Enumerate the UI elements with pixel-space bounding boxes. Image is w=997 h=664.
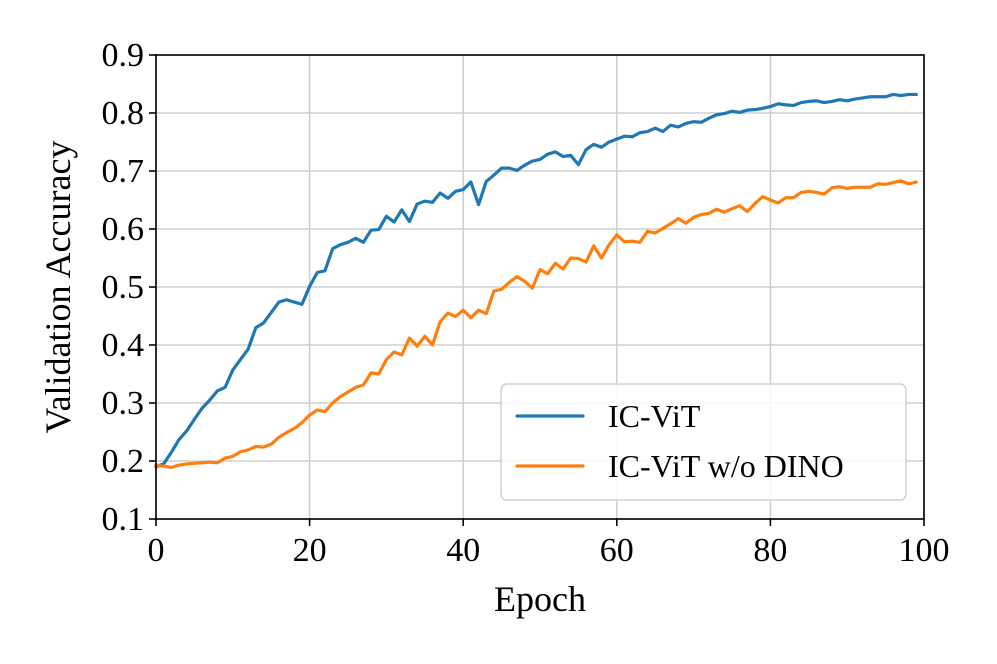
y-tick-label: 0.8 (102, 95, 145, 132)
y-tick-label: 0.6 (102, 211, 145, 248)
y-axis-ticks: 0.1 0.2 0.3 0.4 0.5 0.6 0.7 0.8 0.9 (102, 37, 156, 538)
y-tick-label: 0.9 (102, 37, 145, 74)
y-tick-label: 0.4 (102, 327, 145, 364)
y-tick-label: 0.3 (102, 385, 145, 422)
y-tick-label: 0.1 (102, 501, 145, 538)
x-tick-label: 60 (600, 532, 634, 569)
series-line-ic-vit-wo-dino (154, 179, 918, 469)
x-tick-label: 80 (753, 532, 787, 569)
x-tick-label: 20 (293, 532, 327, 569)
x-tick-label: 0 (148, 532, 165, 569)
legend-label-ic-vit-wo-dino: IC-ViT w/o DINO (608, 448, 844, 484)
y-tick-label: 0.7 (102, 153, 145, 190)
legend-box (500, 383, 907, 501)
series-group (154, 92, 918, 469)
x-axis-title: Epoch (494, 579, 586, 619)
y-tick-label: 0.5 (102, 269, 145, 306)
x-axis-ticks: 0 20 40 60 80 100 (148, 519, 950, 569)
x-tick-label: 100 (899, 532, 950, 569)
series-line-ic-vit (154, 92, 918, 469)
y-tick-label: 0.2 (102, 443, 145, 480)
legend-label-ic-vit: IC-ViT (608, 398, 701, 434)
y-axis-title: Validation Accuracy (38, 141, 78, 434)
legend: IC-ViT IC-ViT w/o DINO (500, 383, 907, 501)
x-tick-label: 40 (446, 532, 480, 569)
